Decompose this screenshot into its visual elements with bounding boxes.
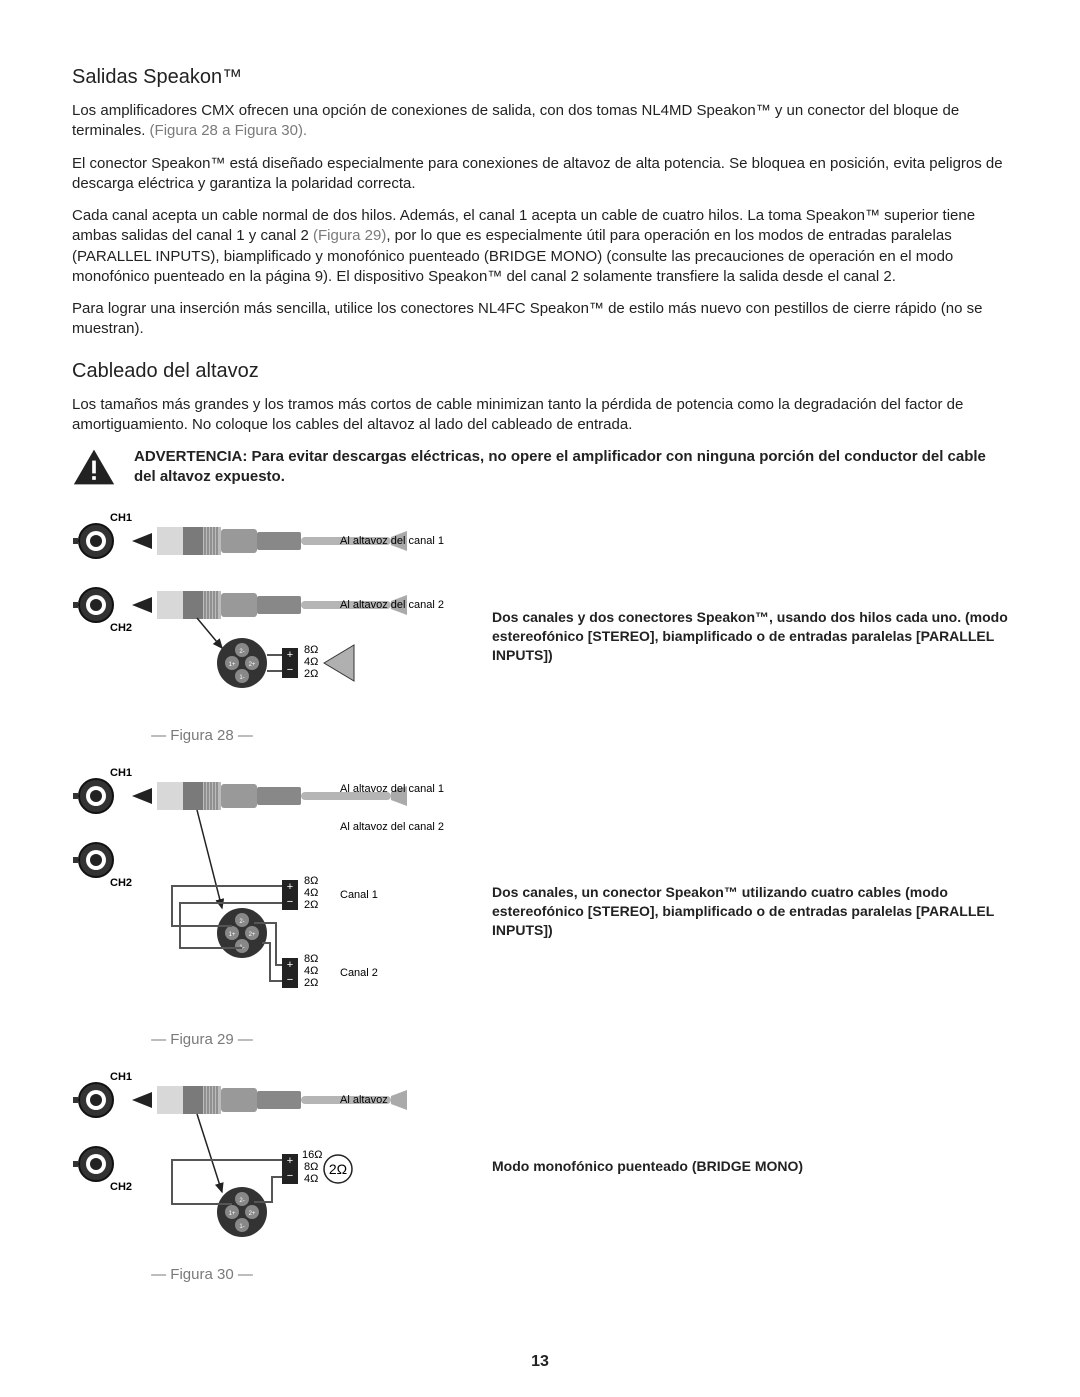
svg-text:8Ω: 8Ω: [304, 644, 318, 656]
svg-text:Al altavoz del canal 2: Al altavoz del canal 2: [340, 821, 444, 833]
label-ch1: CH1: [110, 513, 132, 524]
svg-text:−: −: [287, 896, 293, 908]
figure-30: CH1 Al altavoz CH2 + − 16Ω 8Ω 4Ω 2Ω — Fi…: [72, 1072, 1008, 1299]
label-alt1: Al altavoz del canal 1: [340, 535, 444, 547]
warning-icon: [72, 447, 116, 493]
svg-text:4Ω: 4Ω: [304, 965, 318, 977]
figure-28-svg: 1+ 2+ 2- 1- CH1 Al altavoz del canal 1: [72, 513, 482, 713]
svg-text:4Ω: 4Ω: [304, 1173, 318, 1185]
svg-text:8Ω: 8Ω: [304, 1161, 318, 1173]
svg-text:8Ω: 8Ω: [304, 953, 318, 965]
svg-text:8Ω: 8Ω: [304, 875, 318, 887]
svg-text:+: +: [287, 1155, 293, 1167]
paragraph: Los tamaños más grandes y los tramos más…: [72, 395, 1008, 436]
paragraph: Los amplificadores CMX ofrecen una opció…: [72, 101, 1008, 142]
label-alt2: Al altavoz del canal 2: [340, 599, 444, 611]
paragraph: Cada canal acepta un cable normal de dos…: [72, 206, 1008, 287]
svg-text:−: −: [287, 1170, 293, 1182]
svg-text:2Ω: 2Ω: [304, 899, 318, 911]
svg-text:+: +: [287, 881, 293, 893]
svg-text:4Ω: 4Ω: [304, 887, 318, 899]
svg-text:+: +: [287, 959, 293, 971]
figure-29-desc: Dos canales, un conector Speakon™ utiliz…: [492, 768, 1008, 940]
paragraph: Para lograr una inserción más sencilla, …: [72, 299, 1008, 340]
figure-ref: (Figura 29): [313, 227, 386, 244]
figure-ref: (Figura 28 a Figura 30).: [150, 122, 308, 139]
paragraph: El conector Speakon™ está diseñado espec…: [72, 154, 1008, 195]
svg-text:16Ω: 16Ω: [302, 1149, 322, 1161]
warning-text: ADVERTENCIA: Para evitar descargas eléct…: [134, 447, 1008, 488]
figure-28-caption: — Figura 28 —: [72, 726, 332, 746]
svg-text:CH2: CH2: [110, 877, 132, 889]
figure-29-svg: CH1 Al altavoz del canal 1 Al altavoz de…: [72, 768, 482, 1018]
svg-text:−: −: [287, 664, 293, 676]
svg-text:CH1: CH1: [110, 1072, 132, 1083]
svg-text:Canal 2: Canal 2: [340, 967, 378, 979]
heading-cableado: Cableado del altavoz: [72, 358, 1008, 385]
svg-text:2Ω: 2Ω: [304, 668, 318, 680]
figure-30-svg: CH1 Al altavoz CH2 + − 16Ω 8Ω 4Ω 2Ω: [72, 1072, 482, 1252]
svg-text:2Ω: 2Ω: [304, 977, 318, 989]
figure-30-caption: — Figura 30 —: [72, 1265, 332, 1285]
figure-28-desc: Dos canales y dos conectores Speakon™, u…: [492, 513, 1008, 665]
figure-28: 1+ 2+ 2- 1- CH1 Al altavoz del canal 1: [72, 513, 1008, 760]
svg-text:CH2: CH2: [110, 1181, 132, 1193]
page-number: 13: [0, 1351, 1080, 1373]
svg-text:Al altavoz: Al altavoz: [340, 1094, 388, 1106]
figure-29: CH1 Al altavoz del canal 1 Al altavoz de…: [72, 768, 1008, 1065]
svg-text:+: +: [287, 649, 293, 661]
svg-text:−: −: [287, 974, 293, 986]
svg-text:2Ω: 2Ω: [329, 1161, 347, 1177]
warning-block: ADVERTENCIA: Para evitar descargas eléct…: [72, 447, 1008, 493]
heading-salidas: Salidas Speakon™: [72, 64, 1008, 91]
svg-text:CH1: CH1: [110, 768, 132, 779]
figure-29-caption: — Figura 29 —: [72, 1030, 332, 1050]
svg-text:Canal 1: Canal 1: [340, 889, 378, 901]
svg-text:4Ω: 4Ω: [304, 656, 318, 668]
label-ch2: CH2: [110, 622, 132, 634]
figure-30-desc: Modo monofónico puenteado (BRIDGE MONO): [492, 1072, 1008, 1176]
svg-text:Al altavoz del canal 1: Al altavoz del canal 1: [340, 783, 444, 795]
